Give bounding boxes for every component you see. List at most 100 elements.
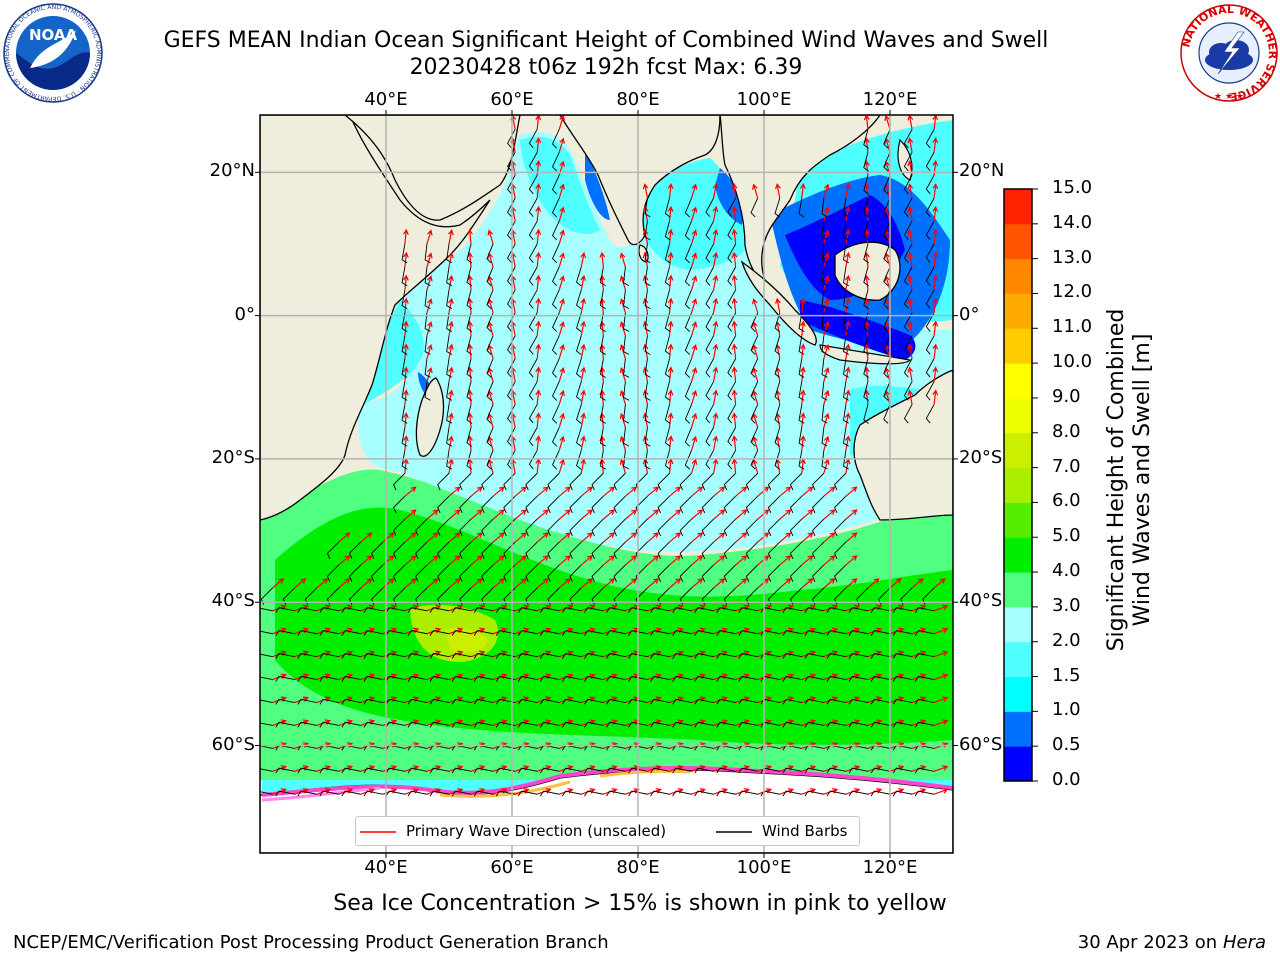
- wave-arrow: [844, 412, 851, 428]
- wind-barb: [584, 675, 604, 682]
- wave-arrow: [669, 578, 682, 589]
- wind-barb: [903, 266, 913, 286]
- wind-barb: [727, 358, 737, 378]
- wind-barb: [561, 790, 582, 797]
- wind-barb: [745, 564, 759, 582]
- colorbar-segment: [1004, 363, 1032, 399]
- wind-barb: [528, 335, 538, 355]
- wind-barb: [551, 266, 560, 287]
- wind-barb: [528, 358, 538, 378]
- colorbar-tick-label: 4.0: [1052, 560, 1081, 582]
- lat-label-right: 60°S: [959, 733, 1003, 755]
- wind-barb: [260, 768, 273, 772]
- wave-arrow: [823, 555, 836, 566]
- colorbar-tick-label: 0.5: [1052, 734, 1081, 756]
- wind-barb: [644, 335, 651, 355]
- wind-barb: [883, 358, 891, 378]
- wind-barb: [750, 358, 759, 378]
- wind-barb: [925, 335, 935, 355]
- wind-barb: [672, 790, 692, 797]
- wind-barb: [650, 698, 670, 705]
- colorbar-tick-label: 0.0: [1052, 769, 1081, 790]
- wave-arrow: [667, 297, 674, 313]
- wind-barb: [804, 652, 824, 659]
- wind-barb: [525, 472, 538, 491]
- wind-barb: [644, 289, 651, 310]
- colorbar-tick-label: 6.0: [1052, 490, 1081, 512]
- wind-barb: [466, 289, 473, 310]
- wind-barb: [892, 767, 913, 774]
- wave-arrow: [426, 555, 439, 566]
- wave-arrow: [907, 228, 914, 245]
- wind-barb: [798, 358, 805, 378]
- colorbar-tick-label: 1.5: [1052, 664, 1081, 686]
- wave-arrow: [845, 578, 858, 589]
- wind-barb: [401, 450, 408, 470]
- wind-barb: [275, 767, 295, 774]
- wind-barb: [892, 721, 913, 728]
- wind-barb: [883, 129, 891, 149]
- wave-arrow: [448, 555, 461, 566]
- wave-arrow: [823, 298, 830, 313]
- wind-barb: [848, 675, 869, 682]
- wave-arrow: [690, 229, 698, 245]
- wind-barb: [606, 652, 626, 659]
- wind-barb: [812, 518, 825, 537]
- wind-barb: [547, 472, 560, 491]
- noaa-logo: NATIONAL OCEANIC AND ATMOSPHERIC ADMINIS…: [2, 2, 103, 103]
- wave-arrow: [558, 115, 565, 130]
- wind-barb: [650, 630, 670, 636]
- wave-arrow: [933, 719, 949, 727]
- wind-barb: [551, 174, 560, 195]
- wind-barb: [883, 289, 891, 310]
- wind-barb: [528, 450, 538, 470]
- wind-barb: [517, 675, 538, 682]
- wind-barb: [782, 675, 802, 682]
- wind-barb: [705, 289, 714, 309]
- wave-arrow: [823, 252, 830, 268]
- wave-arrow: [731, 435, 738, 451]
- wave-arrow: [558, 344, 565, 359]
- wave-arrow: [426, 298, 433, 313]
- wind-barb: [628, 767, 648, 774]
- wind-barb: [385, 767, 405, 774]
- wind-barb: [870, 790, 891, 797]
- wave-arrow: [558, 412, 565, 428]
- wind-barb: [767, 518, 781, 537]
- wave-arrow: [801, 578, 814, 589]
- wind-barb: [401, 358, 408, 378]
- wave-arrow: [775, 297, 781, 313]
- wave-arrow: [602, 555, 616, 566]
- wind-barb: [804, 721, 824, 728]
- wind-barb: [606, 675, 626, 682]
- wind-barb: [517, 698, 538, 705]
- wave-arrow: [907, 137, 914, 153]
- wave-arrow: [448, 366, 454, 382]
- wind-barb: [821, 220, 828, 241]
- wind-barb: [341, 652, 361, 659]
- wave-arrow: [558, 252, 565, 268]
- wind-barb: [429, 630, 450, 636]
- wind-barb: [774, 381, 781, 401]
- wind-barb: [576, 266, 582, 287]
- wind-barb: [623, 427, 630, 447]
- wind-barb: [892, 630, 913, 636]
- wave-arrow: [625, 486, 638, 497]
- wave-arrow: [448, 578, 461, 589]
- wave-arrow: [470, 486, 483, 497]
- wind-barb: [684, 220, 692, 241]
- wave-arrow: [514, 486, 527, 497]
- wave-arrow: [933, 696, 949, 704]
- wind-barb: [892, 698, 913, 705]
- wind-barb: [644, 427, 651, 447]
- wind-barb: [834, 472, 847, 491]
- wave-arrow: [775, 183, 781, 199]
- wind-barb: [446, 381, 453, 401]
- colorbar-segment: [1004, 711, 1032, 747]
- wind-barb: [393, 564, 406, 582]
- wave-arrow: [448, 343, 454, 359]
- wind-barb: [600, 450, 606, 470]
- wind-barb: [672, 675, 692, 682]
- wind-barb: [716, 767, 736, 774]
- wave-arrow: [933, 604, 949, 612]
